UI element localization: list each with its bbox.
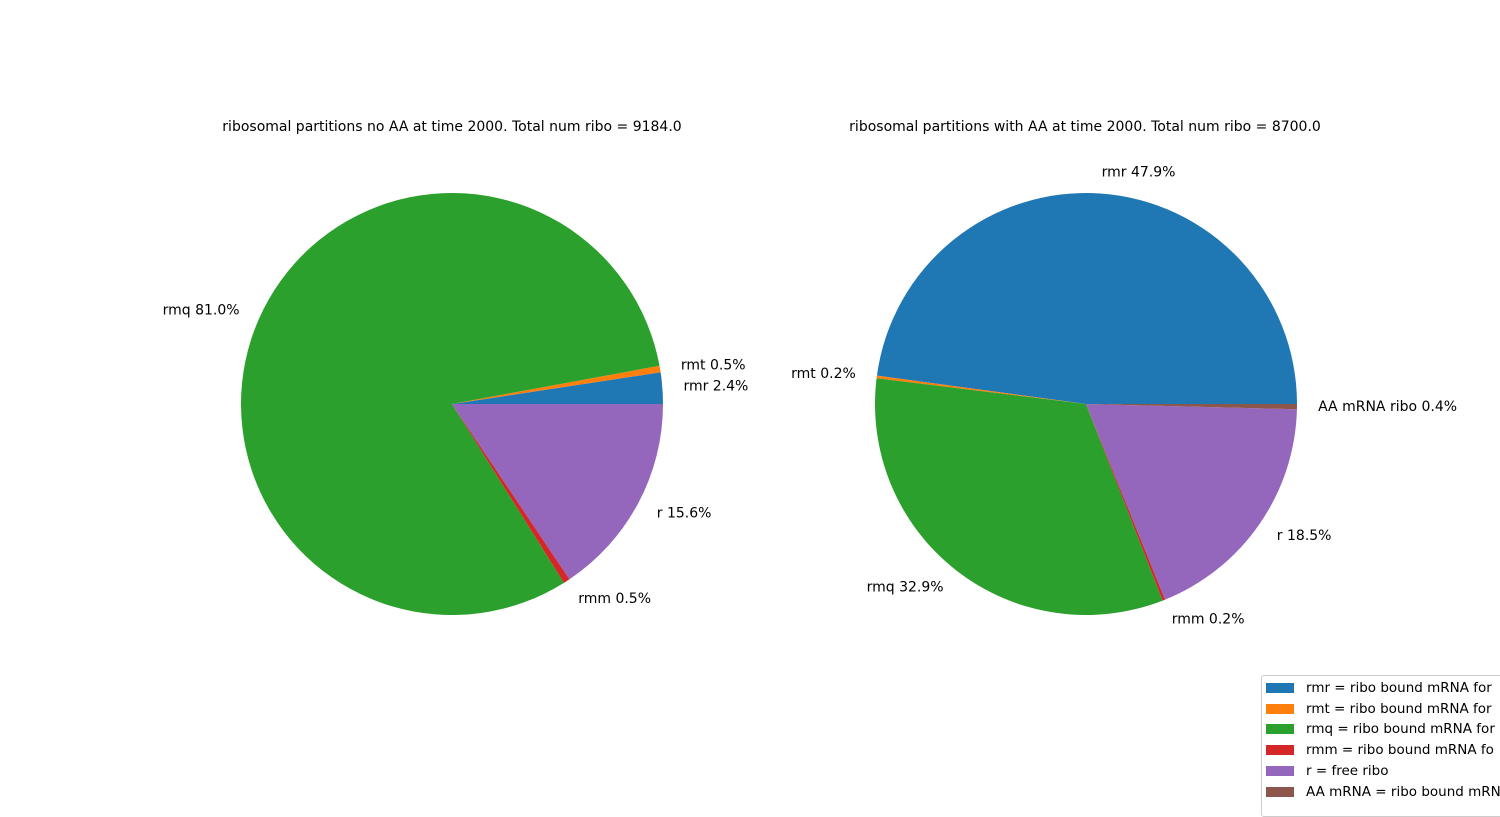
chart-title: ribosomal partitions no AA at time 2000.…: [222, 119, 681, 135]
pie-chart-with-aa: ribosomal partitions with AA at time 200…: [791, 119, 1457, 628]
legend-label: rmr = ribo bound mRNA for: [1306, 680, 1492, 696]
pie-slice-rmq: [875, 378, 1163, 615]
legend-swatch: [1266, 765, 1294, 776]
pie-label: r 15.6%: [657, 505, 712, 521]
figure: ribosomal partitions no AA at time 2000.…: [163, 119, 1457, 628]
legend-label: AA mRNA = ribo bound mRN: [1306, 783, 1500, 800]
legend-entry: rmt = ribo bound mRNA for: [1266, 699, 1492, 719]
pie-slice-rmm: [1086, 404, 1166, 601]
legend-label: r = free ribo: [1306, 762, 1389, 779]
legend: rmr = ribo bound mRNA for rmt = ribo boun…: [1261, 675, 1500, 817]
legend-entry: rmr = ribo bound mRNA for: [1266, 678, 1492, 698]
legend-swatch: [1266, 724, 1294, 735]
pie-label: r 18.5%: [1277, 528, 1332, 544]
pie-label: AA mRNA ribo 0.4%: [1318, 399, 1457, 415]
legend-label: rmm = ribo bound mRNA fo: [1306, 742, 1494, 759]
legend-entry: r = free ribo: [1266, 761, 1388, 781]
legend-swatch: [1266, 703, 1294, 714]
pie-label: rmq 81.0%: [163, 302, 240, 318]
legend-label: rmq = ribo bound mRNA for: [1306, 721, 1495, 738]
legend-entry: AA mRNA = ribo bound mRN: [1266, 782, 1500, 802]
legend-swatch: [1266, 745, 1294, 756]
legend-swatch: [1266, 786, 1294, 797]
pie-slice-rmr: [876, 192, 1297, 404]
pie-slice-rmq: [241, 193, 660, 616]
legend-label: rmt = ribo bound mRNA for: [1306, 700, 1492, 717]
pie-label: rmt 0.5%: [681, 358, 746, 374]
legend-entry: rmq = ribo bound mRNA for: [1266, 719, 1495, 739]
pie-slices: [241, 193, 663, 616]
pie-label: rmt 0.2%: [791, 366, 856, 382]
pie-slice-rmt: [876, 375, 1086, 404]
pie-label: rmm 0.5%: [578, 591, 651, 607]
pie-label: rmr 47.9%: [1102, 164, 1176, 180]
legend-entry: rmm = ribo bound mRNA fo: [1266, 740, 1494, 760]
pie-label: rmr 2.4%: [683, 379, 748, 395]
pie-labels: rmr 2.4% rmt 0.5% rmq 81.0% rmm 0.5% r 15.6%: [163, 302, 749, 606]
pie-slice-rmm: [452, 404, 570, 583]
pie-slice-r: [452, 404, 663, 580]
pie-labels: rmr 47.9% rmt 0.2% rmq 32.9% rmm 0.2% r 18.5…: [791, 164, 1457, 627]
pie-label: rmq 32.9%: [867, 579, 944, 595]
pie-slices: [875, 192, 1297, 615]
pie-slice-rmt: [452, 365, 661, 404]
pie-slice-rmr: [452, 372, 663, 404]
chart-title: ribosomal partitions with AA at time 200…: [849, 119, 1321, 135]
pie-chart-no-aa: ribosomal partitions no AA at time 2000.…: [163, 119, 749, 616]
pie-label: rmm 0.2%: [1172, 612, 1245, 628]
pie-slice-aa-mrna-ribo: [1086, 404, 1297, 410]
legend-swatch: [1266, 683, 1294, 693]
pie-slice-r: [1086, 404, 1297, 600]
